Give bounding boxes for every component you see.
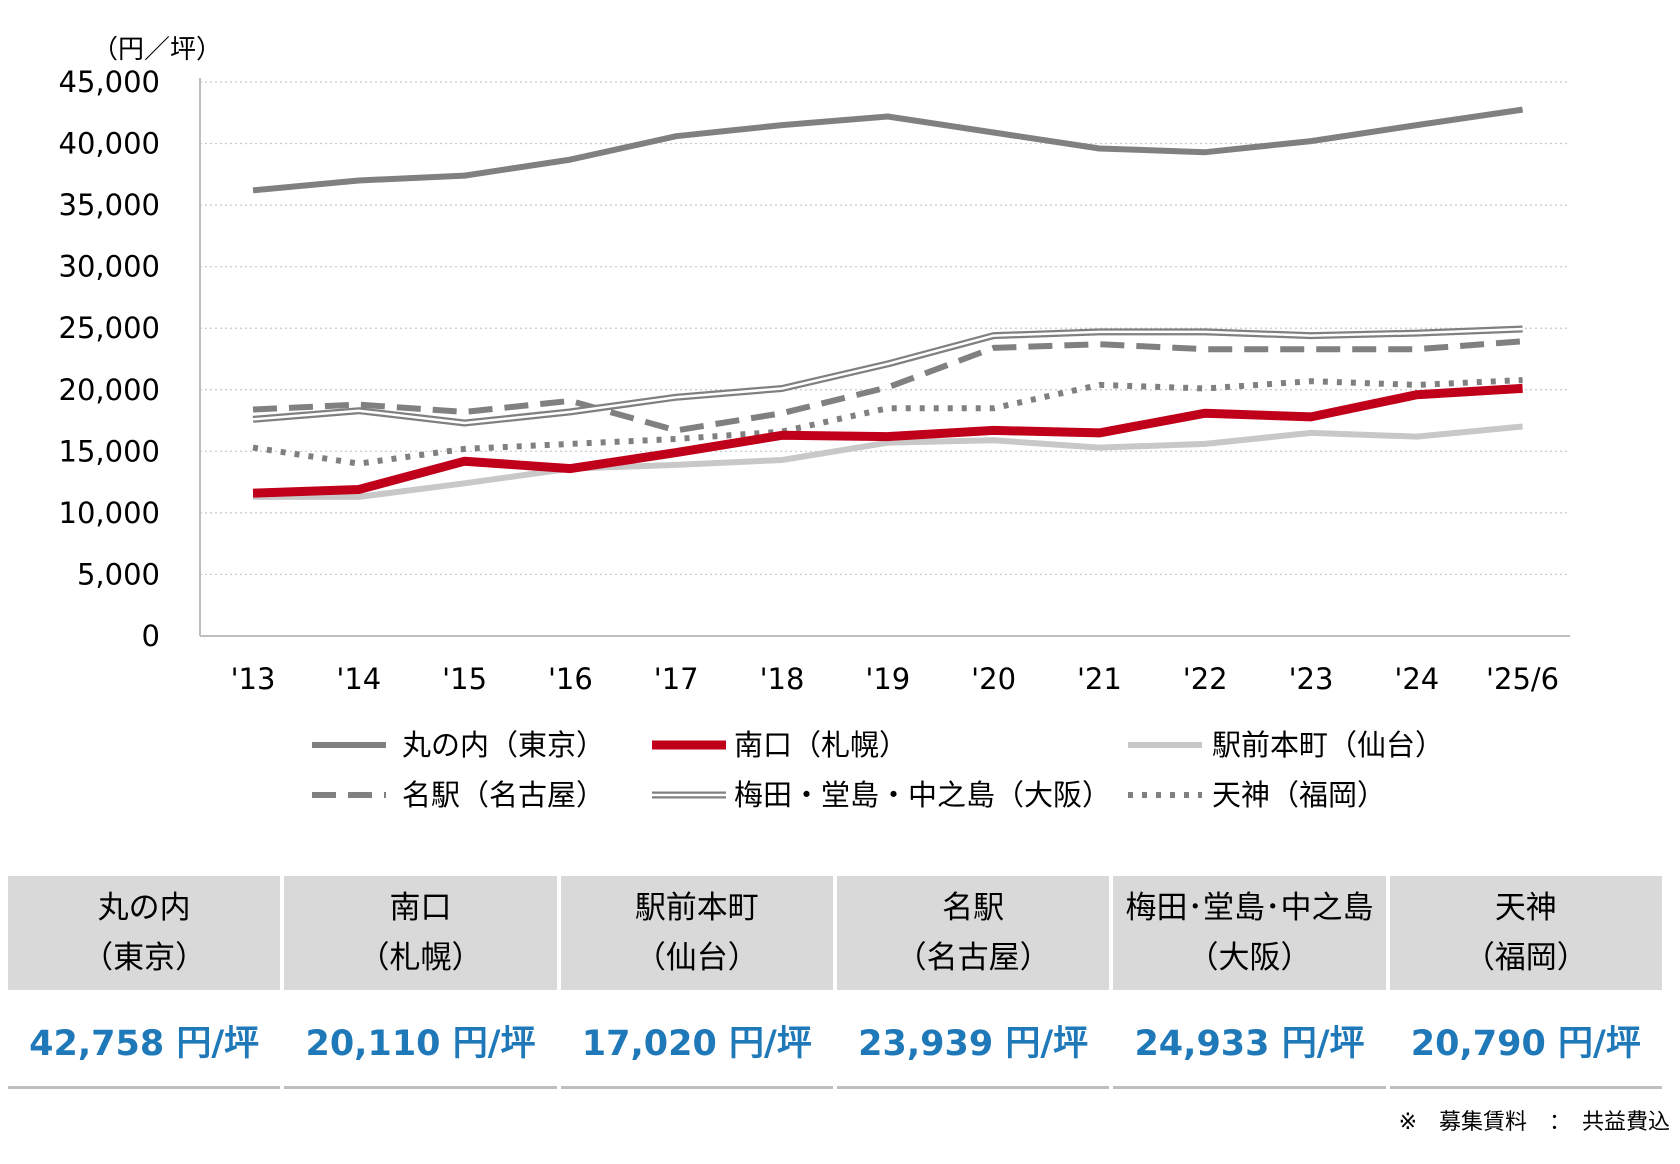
series-3-point	[358, 404, 359, 405]
summary-table: 丸の内 （東京） 南口 （札幌） 駅前本町 （仙台） 名駅 （名古屋） 梅田･堂島･中之…	[3, 876, 1667, 1089]
series-3-point	[782, 413, 783, 414]
x-tick-label: '15	[442, 662, 487, 696]
series-3-point	[1311, 349, 1312, 350]
summary-area-cell: 駅前本町 （仙台）	[556, 876, 837, 994]
x-axis-tick-labels: '13 '14 '15 '16 '17 '18 '19 '20 '21 '22 '23 '24 '25/…	[231, 662, 1560, 696]
series-3-point	[1522, 341, 1523, 342]
series-3-point	[570, 400, 571, 401]
legend-item: 天神（福岡）	[1128, 778, 1386, 812]
y-tick-label: 35,000	[59, 188, 160, 222]
y-tick-label: 15,000	[59, 434, 160, 468]
series-1-line	[252, 383, 1523, 498]
x-tick-label: '14	[336, 662, 381, 696]
summary-area-name: 南口	[389, 890, 452, 926]
y-tick-label: 20,000	[59, 373, 160, 407]
summary-rent-value: 20,110 円/坪	[280, 991, 561, 1089]
x-tick-label: '20	[971, 662, 1016, 696]
summary-rent-value: 42,758 円/坪	[3, 991, 285, 1089]
legend-label: 南口（札幌）	[734, 728, 908, 762]
summary-area-city: （福岡）	[1463, 940, 1588, 976]
x-tick-label: '23	[1289, 662, 1334, 696]
x-tick-label: '24	[1394, 662, 1439, 696]
summary-area-name: 梅田･堂島･中之島	[1125, 890, 1374, 926]
legend-item: 名駅（名古屋）	[312, 778, 605, 812]
summary-rent-value: 20,790 円/坪	[1385, 991, 1667, 1089]
summary-area-name: 丸の内	[97, 890, 191, 926]
summary-rent-value: 24,933 円/坪	[1109, 991, 1390, 1089]
summary-rent-value: 23,939 円/坪	[832, 991, 1114, 1089]
legend-label: 名駅（名古屋）	[402, 778, 605, 812]
summary-table-value-row: 42,758 円/坪 20,110 円/坪 17,020 円/坪 23,939 …	[3, 991, 1667, 1089]
y-tick-label: 45,000	[59, 65, 160, 99]
x-tick-label: '17	[654, 662, 699, 696]
legend-item: 丸の内（東京）	[312, 728, 605, 762]
series-5-point	[887, 408, 888, 409]
summary-area-cell: 丸の内 （東京）	[3, 876, 285, 994]
series-4	[252, 325, 1523, 427]
summary-area-name: 名駅	[942, 890, 1005, 926]
series-5-point	[1416, 384, 1417, 385]
series-3-point	[676, 430, 677, 431]
summary-area-cell: 南口 （札幌）	[280, 876, 561, 994]
x-tick-label: '25/6	[1486, 662, 1559, 696]
series-4-line-inner	[252, 327, 1523, 425]
y-tick-label: 10,000	[59, 496, 160, 530]
x-tick-label: '19	[865, 662, 910, 696]
legend-label: 天神（福岡）	[1212, 778, 1386, 812]
legend-label: 梅田・堂島・中之島（大阪）	[734, 778, 1111, 812]
summary-area-name: 天神	[1494, 890, 1557, 926]
series-0	[252, 106, 1524, 194]
legend-item: 南口（札幌）	[652, 728, 908, 762]
legend-label: 駅前本町（仙台）	[1212, 728, 1444, 762]
y-axis-tick-labels: 0 5,000 10,000 15,000 20,000 25,000 30,000 35,0…	[59, 65, 160, 653]
summary-area-city: （名古屋）	[895, 940, 1051, 976]
series-3-point	[1205, 349, 1206, 350]
series-0-line	[252, 106, 1524, 194]
summary-area-city: （仙台）	[634, 940, 759, 976]
series-2	[253, 423, 1523, 500]
series-5	[252, 377, 1523, 467]
chart-gridlines	[200, 81, 1570, 576]
x-tick-label: '16	[548, 662, 593, 696]
summary-rent-value: 17,020 円/坪	[556, 991, 837, 1089]
series-3-point	[1099, 344, 1100, 345]
summary-area-cell: 天神 （福岡）	[1385, 876, 1667, 994]
series-3-point	[464, 411, 465, 412]
summary-area-city: （札幌）	[358, 940, 483, 976]
series-3-point	[1416, 349, 1417, 350]
y-axis-unit-label: （円／坪）	[92, 35, 222, 65]
y-tick-label: 5,000	[77, 557, 160, 591]
y-tick-label: 40,000	[59, 127, 160, 161]
series-5-line	[252, 377, 1523, 467]
series-5-point	[358, 463, 359, 464]
chart-axes	[199, 78, 1570, 637]
x-tick-label: '13	[231, 662, 276, 696]
y-tick-label: 25,000	[59, 311, 160, 345]
x-tick-label: '18	[760, 662, 805, 696]
series-1	[252, 383, 1523, 498]
summary-area-city: （大阪）	[1187, 940, 1312, 976]
summary-area-city: （東京）	[82, 940, 207, 976]
legend-item: 梅田・堂島・中之島（大阪）	[652, 778, 1111, 812]
summary-area-cell: 名駅 （名古屋）	[832, 876, 1114, 994]
line-chart: 0 5,000 10,000 15,000 20,000 25,000 30,000 35,0…	[59, 35, 1570, 812]
summary-table-header-row: 丸の内 （東京） 南口 （札幌） 駅前本町 （仙台） 名駅 （名古屋） 梅田･堂島･中之…	[3, 876, 1667, 994]
series-5-point	[676, 439, 677, 440]
summary-area-cell: 梅田･堂島･中之島 （大阪）	[1109, 876, 1390, 994]
summary-area-name: 駅前本町	[634, 890, 759, 926]
y-tick-label: 30,000	[59, 250, 160, 284]
series-5-point	[1205, 388, 1206, 389]
legend-item: 駅前本町（仙台）	[1128, 728, 1444, 762]
chart-series	[252, 106, 1524, 500]
legend-label: 丸の内（東京）	[402, 728, 605, 762]
chart-legend: 丸の内（東京） 南口（札幌） 駅前本町（仙台） 名駅（名古屋） 梅田・堂島・中之島（大阪…	[312, 728, 1444, 812]
series-5-point	[570, 443, 571, 444]
series-3-point	[887, 387, 888, 388]
x-tick-label: '21	[1077, 662, 1122, 696]
footnote: ※ 募集賃料 ： 共益費込	[1398, 1110, 1670, 1135]
y-tick-label: 0	[142, 619, 160, 653]
series-2-line	[253, 423, 1523, 500]
x-tick-label: '22	[1183, 662, 1228, 696]
